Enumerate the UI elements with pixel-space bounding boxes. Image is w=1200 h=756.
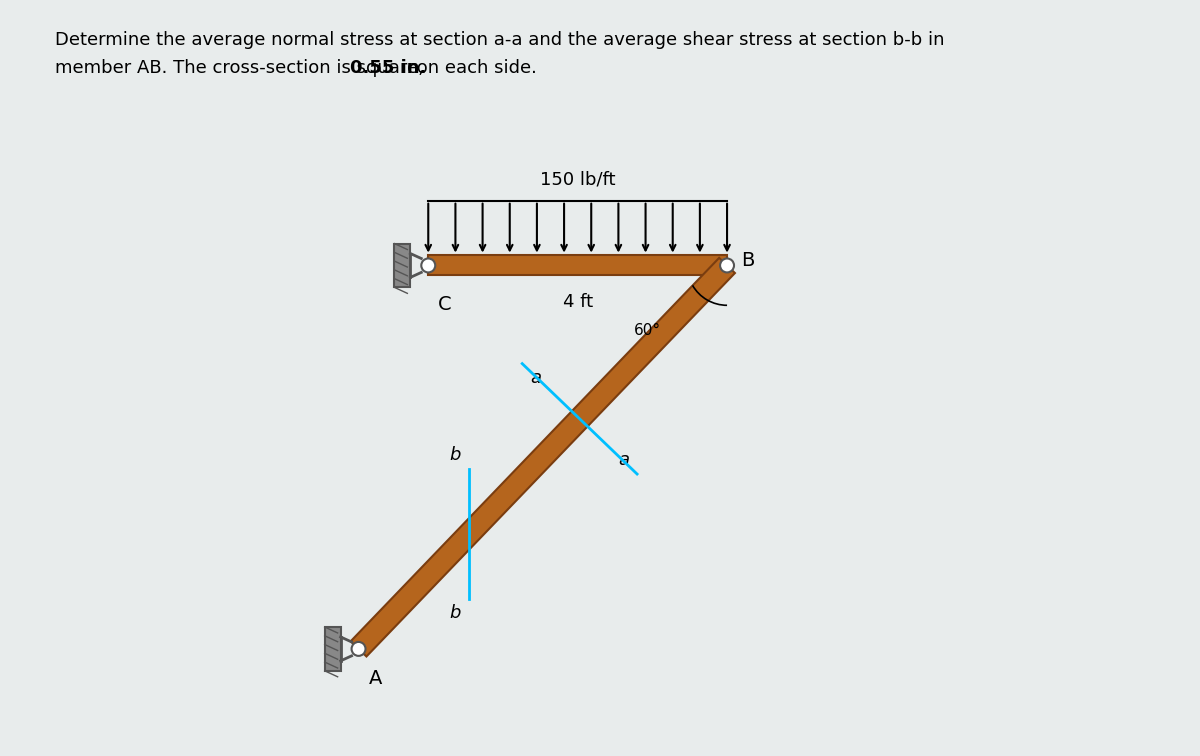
Polygon shape (428, 256, 727, 275)
Polygon shape (350, 258, 734, 656)
Text: 150 lb/ft: 150 lb/ft (540, 171, 616, 189)
Text: C: C (438, 296, 452, 314)
Text: a: a (618, 451, 629, 469)
Circle shape (720, 259, 734, 272)
Bar (325, 627, 341, 671)
Text: on each side.: on each side. (412, 59, 538, 77)
Circle shape (421, 259, 436, 272)
Circle shape (352, 642, 366, 656)
Text: b: b (450, 446, 461, 464)
Text: a: a (530, 369, 541, 386)
Text: member AB. The cross-section is square,: member AB. The cross-section is square, (55, 59, 430, 77)
Text: B: B (740, 251, 755, 270)
Text: b: b (450, 603, 461, 621)
Bar (395, 243, 410, 287)
Text: 4 ft: 4 ft (563, 293, 593, 311)
Text: 0.55 in.: 0.55 in. (349, 59, 426, 77)
Text: 60°: 60° (634, 323, 661, 338)
Text: Determine the average normal stress at section a-a and the average shear stress : Determine the average normal stress at s… (55, 32, 944, 49)
Text: A: A (368, 669, 382, 688)
